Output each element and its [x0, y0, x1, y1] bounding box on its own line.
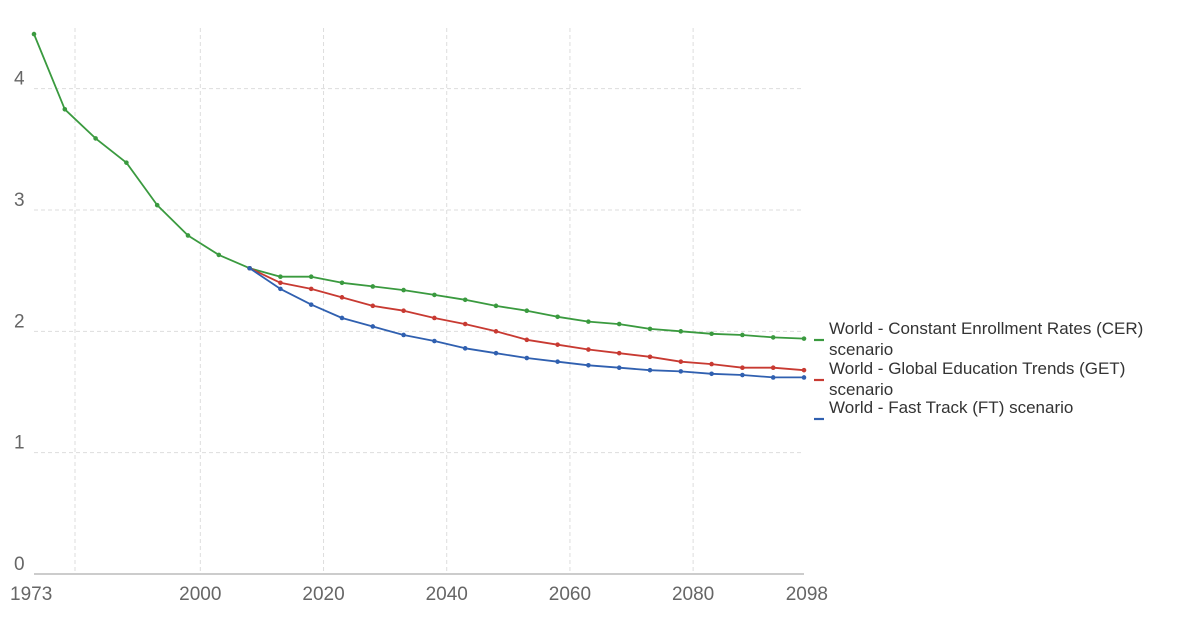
data-point: [462, 346, 468, 351]
data-point: [308, 302, 314, 307]
data-point: [401, 308, 406, 314]
x-tick-label: 2020: [302, 584, 344, 605]
series-line: [249, 267, 805, 372]
data-point: [801, 367, 807, 373]
x-tick-label: 2000: [179, 584, 221, 605]
legend-item: World - Fast Track (FT) scenario: [814, 398, 1073, 421]
data-point: [801, 375, 807, 380]
legend-label: World - Fast Track (FT) scenario: [829, 398, 1073, 417]
data-point: [339, 280, 345, 286]
data-point: [462, 321, 468, 327]
legend-label: World - Constant Enrollment Rates (CER) s…: [829, 319, 1143, 359]
data-point: [555, 314, 560, 320]
x-tick-label: 1973: [10, 584, 52, 605]
axis-layer: 0 1 2 3 4 1973 2000 2020 2040 2060 2080 2098: [10, 69, 828, 605]
data-point: [801, 336, 807, 341]
data-point: [432, 338, 437, 344]
data-point: [524, 355, 530, 361]
series-0: [31, 31, 807, 341]
data-point: [308, 274, 314, 280]
data-point: [339, 315, 345, 321]
data-point: [709, 331, 714, 337]
data-point: [339, 295, 345, 300]
data-point: [678, 369, 684, 374]
legend-item: World - Constant Enrollment Rates (CER) s…: [814, 319, 1143, 359]
data-point: [462, 297, 468, 303]
data-point: [308, 286, 314, 292]
data-point: [647, 367, 653, 373]
data-point: [770, 365, 776, 371]
series-line: [33, 33, 805, 340]
data-point: [586, 363, 591, 368]
data-point: [31, 31, 37, 37]
data-point: [216, 252, 222, 258]
series-line: [249, 267, 804, 379]
legend: World - Constant Enrollment Rates (CER) s…: [814, 319, 1143, 421]
x-tick-label: 2080: [672, 584, 714, 605]
data-point: [124, 160, 129, 165]
y-tick-label: 2: [14, 311, 25, 332]
data-point: [278, 274, 283, 280]
data-point: [616, 350, 622, 356]
x-tick-label: 2098: [786, 584, 828, 605]
y-tick-label: 3: [14, 190, 25, 211]
data-point: [370, 303, 376, 309]
data-point: [247, 265, 252, 271]
data-point: [93, 136, 98, 141]
grid-layer: [34, 28, 804, 574]
data-point: [493, 303, 499, 309]
data-point: [555, 359, 560, 364]
legend-label: World - Global Education Trends (GET) sce…: [829, 359, 1125, 399]
data-point: [555, 342, 560, 347]
y-tick-label: 4: [14, 69, 25, 90]
x-tick-label: 2060: [549, 584, 591, 605]
data-point: [278, 286, 283, 292]
data-point: [586, 347, 591, 352]
x-tick-label: 2040: [426, 584, 468, 605]
legend-item: World - Global Education Trends (GET) sce…: [814, 359, 1125, 399]
data-point: [401, 332, 406, 338]
data-point: [185, 233, 191, 238]
data-point: [370, 324, 376, 329]
data-point: [370, 284, 376, 289]
data-point: [770, 335, 776, 340]
data-point: [401, 287, 406, 293]
data-point: [647, 326, 653, 332]
data-point: [154, 202, 160, 208]
data-point: [493, 329, 499, 334]
data-point: [678, 359, 684, 364]
data-point: [616, 365, 622, 371]
y-tick-label: 0: [14, 554, 25, 575]
data-point: [647, 354, 653, 360]
data-point: [709, 371, 714, 377]
data-point: [740, 365, 745, 371]
data-point: [432, 292, 437, 298]
data-point: [616, 321, 622, 327]
data-point: [740, 372, 745, 378]
data-point: [432, 315, 437, 321]
data-point: [678, 329, 684, 334]
data-point: [493, 350, 499, 356]
y-tick-label: 1: [14, 433, 25, 454]
series-layer: [31, 31, 807, 380]
data-point: [740, 332, 745, 338]
data-point: [524, 308, 530, 314]
data-point: [709, 361, 714, 367]
series-2: [247, 265, 807, 380]
data-point: [586, 319, 591, 324]
data-point: [770, 375, 776, 380]
data-point: [524, 337, 530, 343]
data-point: [62, 106, 68, 112]
data-point: [278, 280, 283, 286]
